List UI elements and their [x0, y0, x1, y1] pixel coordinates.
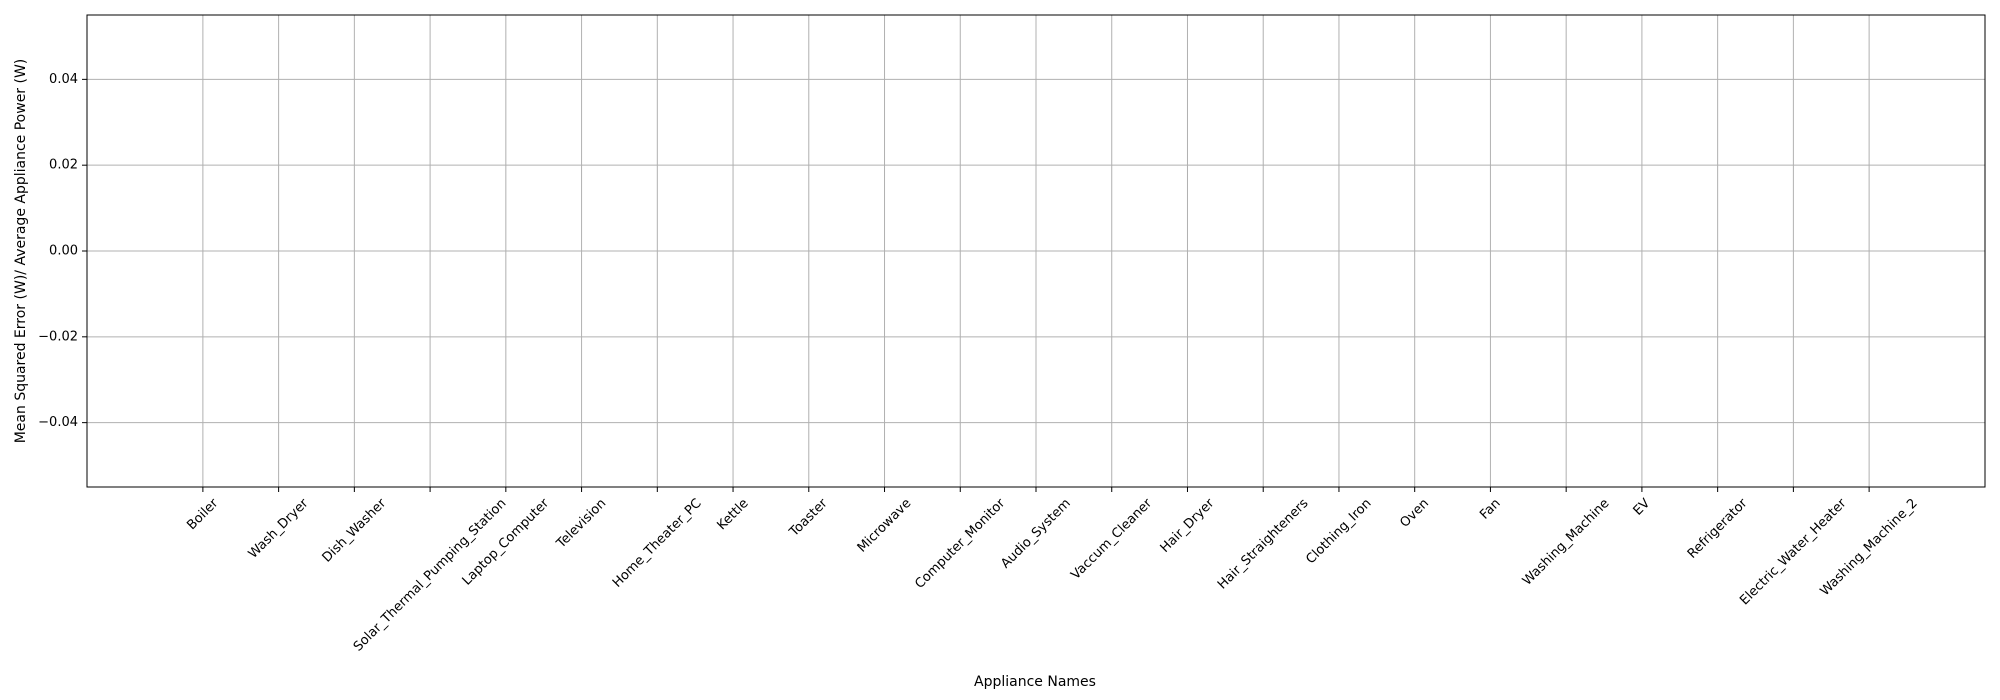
- x-tick-label: Audio_System: [998, 496, 1074, 572]
- x-tick-label: Washing_Machine: [1520, 496, 1613, 589]
- x-tick-label: Refrigerator: [1685, 496, 1751, 562]
- x-axis-label: Appliance Names: [974, 674, 1096, 690]
- x-tick-label: Dish_Washer: [320, 496, 390, 566]
- x-tick-label: Television: [553, 496, 609, 552]
- x-tick-label: Vaccum_Cleaner: [1068, 496, 1155, 583]
- x-tick-label: Kettle: [714, 496, 751, 533]
- y-tick-label: 0.00: [49, 244, 78, 259]
- y-tick-label: −0.02: [38, 329, 78, 344]
- x-tick-label: Computer_Monitor: [912, 496, 1008, 592]
- x-tick-label: Microwave: [855, 496, 915, 556]
- x-tick-label: Oven: [1397, 496, 1432, 531]
- x-tick-label: Wash_Dryer: [246, 496, 312, 562]
- x-tick-label: Toaster: [786, 496, 831, 541]
- y-tick-label: −0.04: [38, 415, 78, 430]
- x-tick-label: Home_Theater_PC: [610, 496, 705, 591]
- x-tick-label: Boiler: [184, 496, 222, 534]
- x-tick-label: Hair_Dryer: [1158, 496, 1218, 556]
- x-tick-label: Hair_Straighteners: [1215, 496, 1312, 593]
- x-tick-label: Clothing_Iron: [1303, 496, 1374, 567]
- y-tick-label: 0.04: [49, 72, 78, 87]
- x-tick-label: EV: [1631, 496, 1654, 519]
- plot-frame: [86, 14, 1986, 488]
- x-tick-label: Fan: [1477, 496, 1504, 523]
- y-tick-label: 0.02: [49, 158, 78, 173]
- y-axis-label: Mean Squared Error (W)/ Average Applianc…: [13, 59, 29, 444]
